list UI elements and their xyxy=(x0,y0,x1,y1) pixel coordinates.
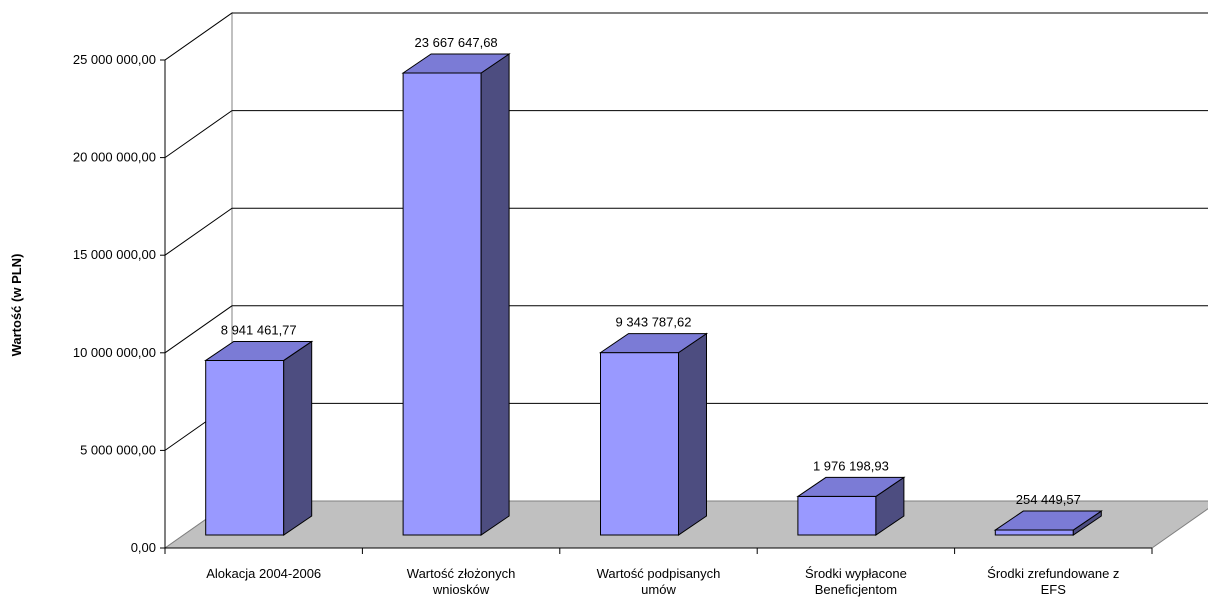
bar-top-face xyxy=(796,476,906,497)
y-tick-labels: 0,00 5 000 000,00 10 000 000,00 15 000 000,… xyxy=(73,52,156,555)
gridline xyxy=(164,207,1208,256)
bar-top-face xyxy=(204,340,314,361)
bar xyxy=(598,332,709,536)
bar-side-face xyxy=(283,340,313,536)
bar-top-face xyxy=(598,333,709,354)
y-tick-label: 15 000 000,00 xyxy=(73,247,156,262)
data-labels: 8 941 461,77 23 667 647,68 9 343 787,62 1 9… xyxy=(221,35,1081,507)
x-category-label: EFS xyxy=(1041,582,1067,597)
x-category-label: umów xyxy=(641,582,676,597)
y-tick-label: 20 000 000,00 xyxy=(73,150,156,165)
y-tick-label: 25 000 000,00 xyxy=(73,52,156,67)
data-label: 1 976 198,93 xyxy=(813,458,889,473)
bar-front-face xyxy=(600,352,679,536)
bar-top-face xyxy=(401,53,511,74)
x-category-labels: Alokacja 2004-2006 Wartość złożonychwnios… xyxy=(206,566,1119,597)
back-wall xyxy=(231,12,1208,502)
x-category-label: Wartość złożonych xyxy=(407,566,516,581)
y-tick-label: 5 000 000,00 xyxy=(80,442,156,457)
bar-front-face xyxy=(205,359,285,536)
bar-side-face xyxy=(678,332,707,536)
x-category-label: Alokacja 2004-2006 xyxy=(206,566,321,581)
bar xyxy=(401,53,511,536)
bar xyxy=(796,476,906,536)
bar-front-face xyxy=(994,529,1074,536)
data-label: 23 667 647,68 xyxy=(415,35,498,50)
x-category-label: Środki zrefundowane z xyxy=(987,566,1119,581)
gridlines xyxy=(164,12,1208,451)
bar-top-face xyxy=(993,510,1103,531)
bar-front-face xyxy=(797,495,877,536)
data-label: 254 449,57 xyxy=(1016,492,1081,507)
bars xyxy=(204,53,1103,536)
y-tick-label: 0,00 xyxy=(131,540,156,555)
x-category-label: Beneficjentom xyxy=(815,582,897,597)
data-label: 8 941 461,77 xyxy=(221,322,297,337)
bar-side-face xyxy=(480,53,510,536)
gridline xyxy=(164,305,1208,354)
x-category-label: Wartość podpisanych xyxy=(597,566,721,581)
y-axis-label: Wartość (w PLN) xyxy=(9,254,24,357)
gridline xyxy=(164,110,1208,159)
gridline xyxy=(164,12,1208,61)
y-tick-label: 10 000 000,00 xyxy=(73,345,156,360)
bar-front-face xyxy=(402,72,482,536)
bar xyxy=(204,340,314,536)
data-label: 9 343 787,62 xyxy=(616,315,692,330)
x-category-label: wniosków xyxy=(432,582,490,597)
bar xyxy=(993,510,1103,536)
x-category-label: Środki wypłacone xyxy=(805,566,907,581)
axes xyxy=(160,59,1153,554)
